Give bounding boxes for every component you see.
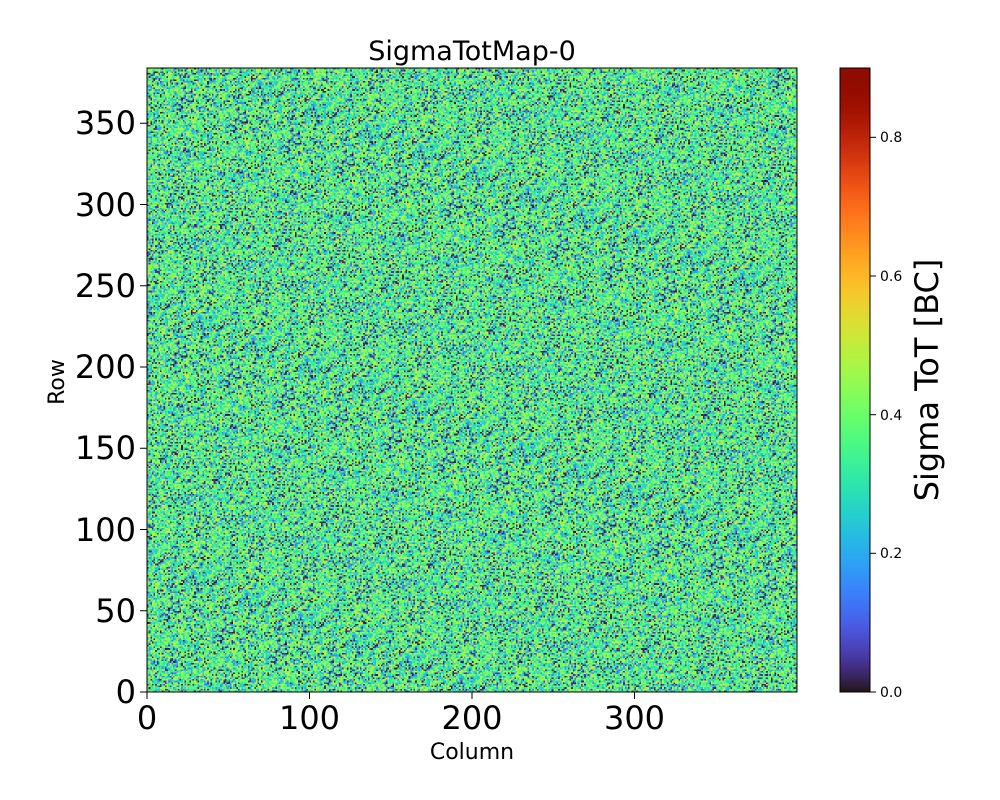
heatmap-image: [147, 68, 797, 692]
colorbar-gradient: [840, 68, 870, 692]
x-axis: 0 100 200 300: [137, 692, 665, 737]
colorbar-label: Sigma ToT [BC]: [908, 259, 946, 502]
x-tick-label: 0: [137, 699, 157, 737]
y-tick-label: 350: [75, 104, 136, 142]
y-tick-label: 0: [116, 673, 136, 711]
colorbar-tick-label: 0.2: [880, 546, 902, 562]
x-tick-label: 100: [279, 699, 340, 737]
x-tick-label: 300: [604, 699, 665, 737]
x-axis-label: Column: [430, 740, 514, 765]
colorbar-tick-label: 0.0: [880, 685, 902, 701]
y-tick-label: 150: [75, 429, 136, 467]
plot-frame: [146, 67, 798, 693]
y-tick-label: 50: [95, 592, 136, 630]
chart-title: SigmaTotMap-0: [368, 36, 576, 67]
x-tick-label: 200: [441, 699, 502, 737]
colorbar-frame: [839, 67, 871, 693]
y-axis: 0 50 100 150 200 250 300 350: [75, 104, 147, 711]
colorbar: 0.0 0.2 0.4 0.6 0.8 Sigma ToT [BC]: [839, 67, 946, 701]
y-tick-label: 100: [75, 511, 136, 549]
colorbar-tick-label: 0.6: [880, 269, 902, 285]
y-axis-label: Row: [45, 359, 70, 405]
colorbar-tick-label: 0.4: [880, 408, 902, 424]
colorbar-tick-label: 0.8: [880, 130, 902, 146]
y-tick-label: 200: [75, 348, 136, 386]
y-tick-label: 250: [75, 267, 136, 305]
y-tick-label: 300: [75, 186, 136, 224]
